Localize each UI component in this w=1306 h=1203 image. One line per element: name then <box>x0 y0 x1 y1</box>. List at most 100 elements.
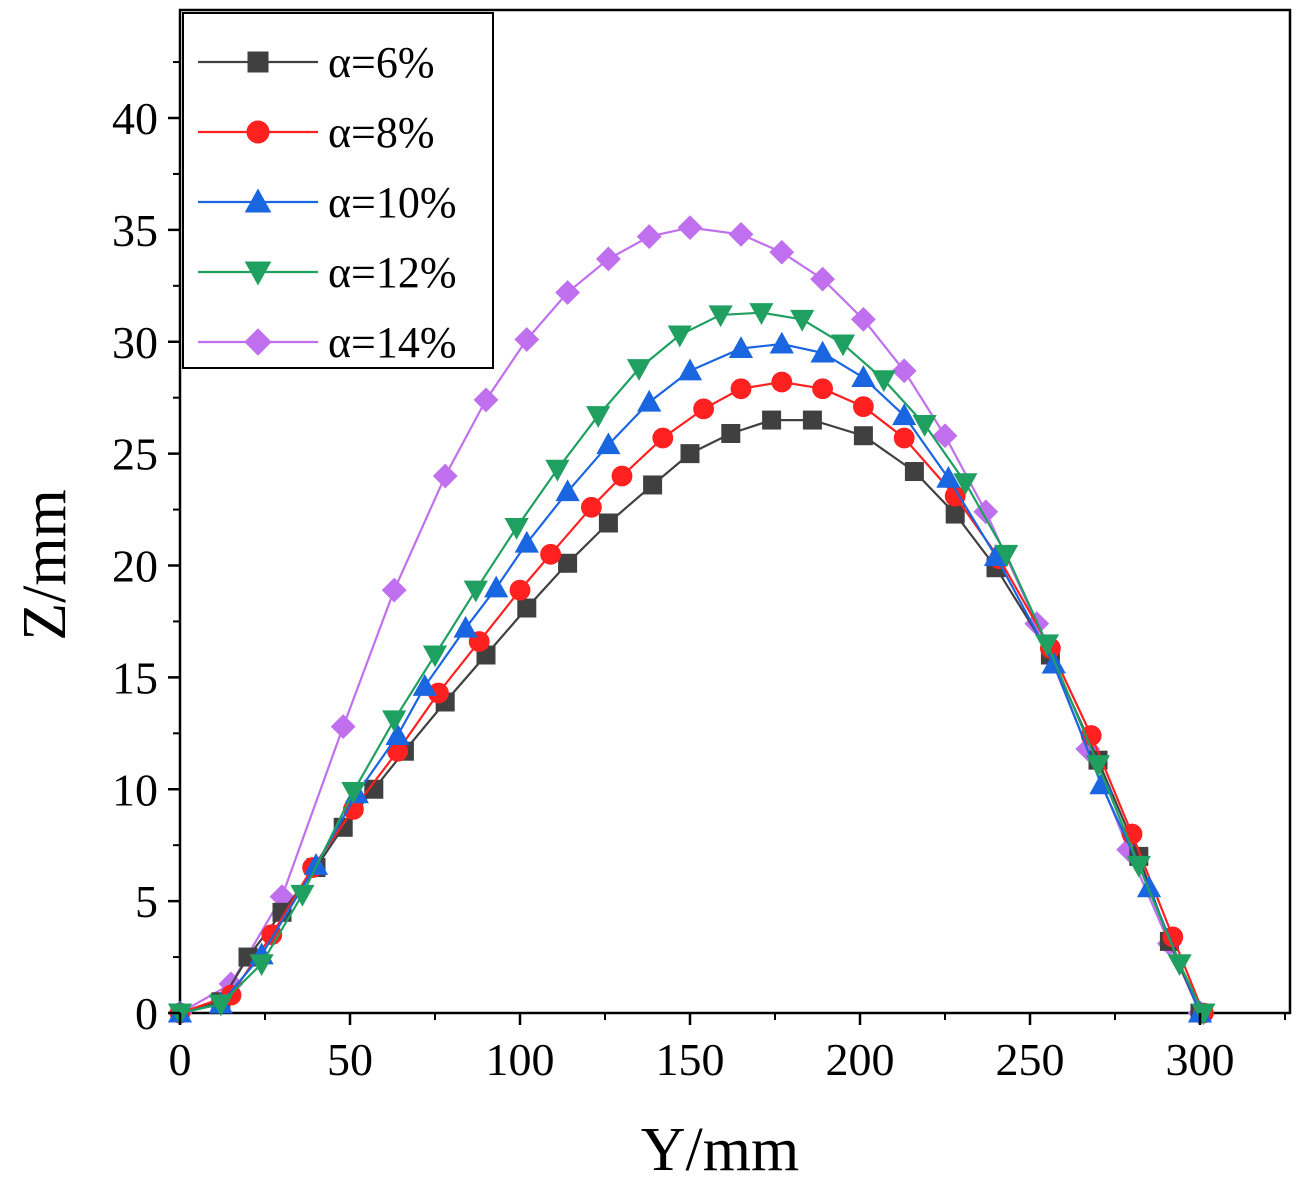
series-layer <box>167 215 1216 1026</box>
data-point <box>1041 651 1066 674</box>
data-point <box>904 462 924 482</box>
legend: α=6% α=8% α=10% α=12% α=14% <box>182 12 494 369</box>
data-point <box>1126 855 1151 878</box>
y-tick-label: 0 <box>135 988 158 1039</box>
data-point <box>693 398 714 420</box>
data-point <box>810 340 835 363</box>
data-point <box>680 444 700 464</box>
data-point <box>721 423 741 443</box>
legend-entry: α=6% <box>198 38 435 87</box>
x-tick-label: 250 <box>996 1034 1065 1085</box>
y-axis-title: Z/mm <box>11 489 79 641</box>
data-point <box>303 853 329 875</box>
data-point <box>853 426 873 446</box>
data-point <box>893 427 915 449</box>
data-point <box>611 465 633 487</box>
data-point <box>381 577 407 603</box>
x-tick-label: 50 <box>327 1034 373 1085</box>
data-point <box>453 615 478 638</box>
data-point <box>994 544 1019 567</box>
data-point <box>851 365 876 388</box>
y-tick-label: 20 <box>112 541 158 592</box>
y-tick-label: 25 <box>112 429 158 480</box>
data-point <box>555 280 581 305</box>
y-tick-label: 15 <box>112 652 158 703</box>
data-point <box>595 246 621 272</box>
data-point <box>558 553 578 573</box>
legend-label: α=12% <box>328 248 457 297</box>
legend-entry: α=12% <box>198 248 457 297</box>
data-point <box>249 954 274 977</box>
legend-label: α=8% <box>328 108 435 157</box>
legend-marker <box>244 328 272 356</box>
data-point <box>810 266 836 292</box>
data-point <box>652 427 674 449</box>
data-point <box>1085 755 1111 777</box>
data-point <box>545 459 570 482</box>
data-point <box>637 389 662 412</box>
y-tick-label: 35 <box>112 205 158 256</box>
data-point <box>1034 634 1060 657</box>
data-point <box>830 334 856 357</box>
data-point <box>677 358 703 381</box>
data-point <box>1136 875 1162 898</box>
data-point <box>540 543 561 565</box>
x-tick-label: 0 <box>169 1034 192 1085</box>
x-tick-label: 300 <box>1166 1034 1235 1085</box>
data-point <box>790 309 815 332</box>
data-point <box>422 645 448 668</box>
data-point <box>708 305 733 328</box>
data-point <box>1191 1003 1216 1026</box>
data-point <box>473 387 499 413</box>
data-point <box>871 370 896 393</box>
data-point <box>330 714 356 740</box>
data-point <box>728 336 754 358</box>
series-line <box>179 380 1205 1015</box>
legend-entry: α=10% <box>198 178 457 227</box>
data-point <box>850 306 876 332</box>
legend-entry: α=14% <box>198 318 457 367</box>
data-point <box>412 674 437 696</box>
data-point <box>891 358 917 384</box>
data-point <box>945 504 965 524</box>
x-tick-label: 150 <box>656 1034 725 1085</box>
data-point <box>555 479 580 502</box>
legend-label: α=14% <box>328 318 457 367</box>
series-2 <box>169 371 1214 1024</box>
data-point <box>769 331 794 354</box>
data-point <box>812 378 833 400</box>
y-tick-label: 40 <box>112 93 158 144</box>
y-tick-label: 30 <box>112 317 158 368</box>
data-point <box>762 410 782 430</box>
data-point <box>912 415 937 437</box>
series-4 <box>167 303 1216 1026</box>
x-tick-label: 100 <box>486 1034 555 1085</box>
data-point <box>892 403 917 426</box>
data-point <box>853 396 874 418</box>
legend-marker <box>246 120 270 144</box>
plot-frame <box>178 8 1292 1015</box>
x-tick-label: 200 <box>826 1034 895 1085</box>
data-point <box>382 710 407 733</box>
series-1 <box>170 410 1210 1023</box>
data-point <box>509 579 531 601</box>
data-point <box>643 475 663 495</box>
data-point <box>730 378 752 400</box>
data-point <box>771 371 793 393</box>
data-point <box>463 580 488 603</box>
data-point <box>936 465 961 488</box>
legend-marker <box>244 188 272 213</box>
data-point <box>667 325 692 348</box>
data-point <box>596 432 621 455</box>
data-point <box>598 513 618 533</box>
data-point <box>385 723 410 746</box>
data-point <box>932 423 958 449</box>
data-point <box>953 473 978 495</box>
data-point <box>1167 954 1192 977</box>
data-point <box>581 496 602 518</box>
x-axis-title: Y/mm <box>641 1116 799 1184</box>
data-point <box>749 303 774 325</box>
legend-marker <box>247 51 269 73</box>
data-point <box>341 781 366 804</box>
